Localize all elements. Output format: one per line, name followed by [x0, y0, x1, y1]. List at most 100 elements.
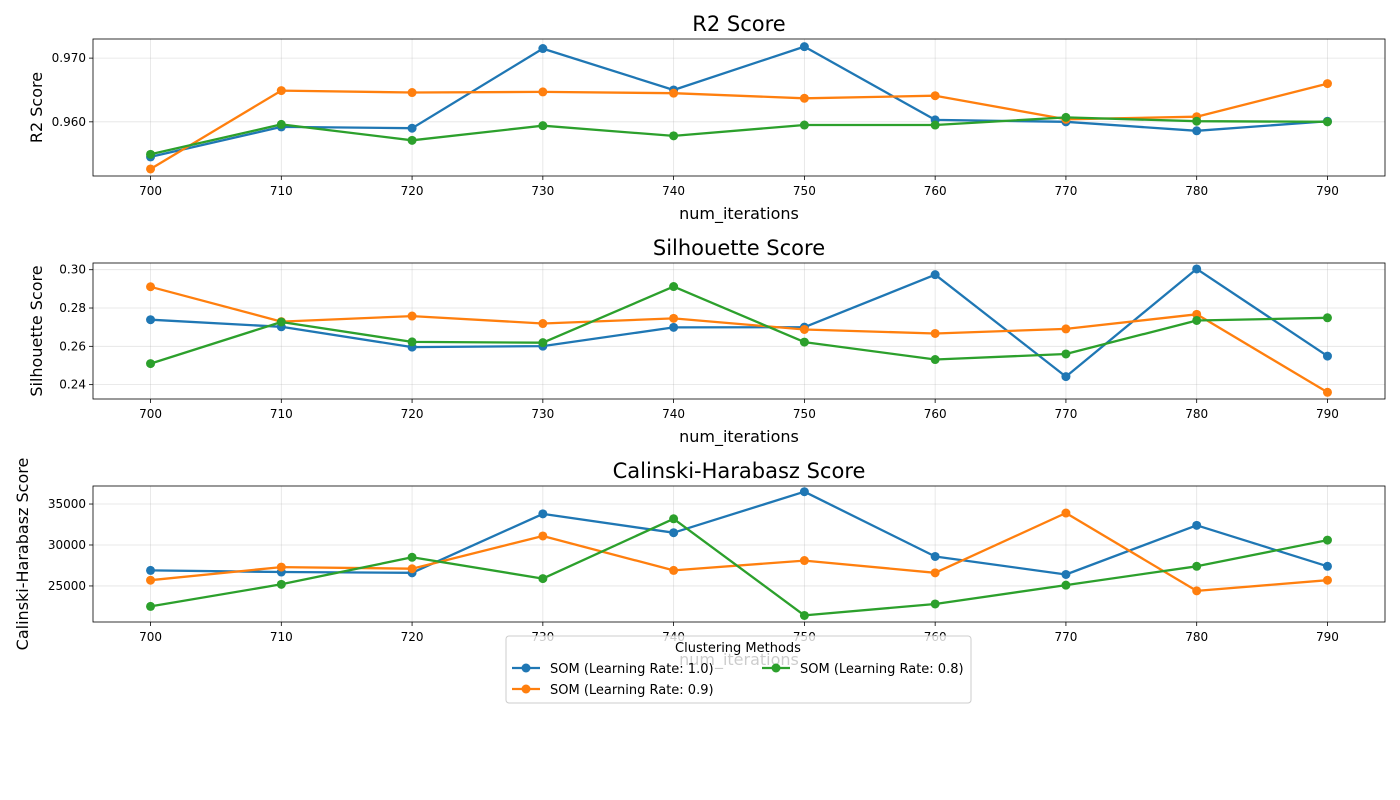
data-point	[146, 359, 156, 369]
x-tick-label: 780	[1185, 407, 1208, 421]
data-point	[799, 337, 809, 347]
data-point	[930, 551, 940, 561]
data-point	[146, 575, 156, 585]
legend-label: SOM (Learning Rate: 0.8)	[800, 662, 964, 677]
data-point	[799, 324, 809, 334]
x-tick-label: 710	[270, 407, 293, 421]
y-tick-label: 0.30	[59, 263, 86, 277]
chart-title: Calinski-Harabasz Score	[613, 459, 866, 483]
legend-entry-3: SOM (Learning Rate: 0.8)	[762, 662, 964, 677]
data-point	[276, 579, 286, 589]
data-point	[930, 270, 940, 280]
legend-swatch-marker	[521, 684, 531, 694]
x-tick-label: 700	[139, 407, 162, 421]
x-tick-label: 760	[924, 184, 947, 198]
data-point	[799, 120, 809, 130]
data-point	[1322, 117, 1332, 127]
x-tick-label: 700	[139, 630, 162, 644]
y-tick-label: 35000	[48, 497, 86, 511]
y-tick-label: 0.28	[59, 301, 86, 315]
data-point	[1061, 569, 1071, 579]
data-point	[930, 328, 940, 338]
data-point	[146, 149, 156, 159]
data-point	[1061, 508, 1071, 518]
data-point	[669, 131, 679, 141]
data-point	[1322, 535, 1332, 545]
x-tick-label: 770	[1054, 407, 1077, 421]
y-axis-label: Silhouette Score	[27, 265, 46, 396]
data-point	[930, 568, 940, 578]
data-point	[1192, 116, 1202, 126]
data-point	[1322, 79, 1332, 89]
x-tick-label: 750	[793, 184, 816, 198]
series-line-3	[150, 285, 1328, 365]
data-point	[669, 514, 679, 524]
y-axis-label: R2 Score	[27, 72, 46, 143]
chart-title: R2 Score	[692, 12, 785, 36]
x-axis-label: num_iterations	[679, 427, 799, 447]
data-point	[407, 564, 417, 574]
data-point	[146, 164, 156, 174]
data-point	[276, 317, 286, 327]
data-point	[1322, 561, 1332, 571]
series-line-3	[150, 116, 1328, 156]
data-point	[1061, 112, 1071, 122]
x-tick-label: 720	[401, 184, 424, 198]
data-point	[799, 610, 809, 620]
x-tick-label: 770	[1054, 630, 1077, 644]
data-point	[799, 93, 809, 103]
legend-label: SOM (Learning Rate: 0.9)	[550, 683, 714, 698]
x-tick-label: 770	[1054, 184, 1077, 198]
data-point	[146, 282, 156, 292]
data-point	[669, 313, 679, 323]
chart-panel-1: 700 710 720 730 740 750 760 770 780 790 0.960 0.970…	[27, 12, 1386, 224]
data-point	[1192, 126, 1202, 136]
y-tick-label: 25000	[48, 579, 86, 593]
x-tick-label: 700	[139, 184, 162, 198]
data-point	[669, 322, 679, 332]
x-tick-label: 740	[662, 407, 685, 421]
y-tick-label: 0.970	[52, 51, 86, 65]
series-line-2	[150, 511, 1328, 593]
series-line-3	[150, 517, 1328, 617]
data-point	[1322, 351, 1332, 361]
legend-entry-2: SOM (Learning Rate: 0.9)	[512, 683, 714, 698]
data-point	[1192, 315, 1202, 325]
data-point	[407, 135, 417, 145]
data-point	[146, 601, 156, 611]
x-axis-label: num_iterations	[679, 204, 799, 224]
data-point	[669, 565, 679, 575]
legend-box	[505, 635, 972, 704]
legend-swatch-marker	[521, 663, 531, 673]
series-line-1	[150, 490, 1328, 576]
data-point	[1192, 586, 1202, 596]
data-point	[538, 509, 548, 519]
data-point	[538, 574, 548, 584]
data-point	[1192, 520, 1202, 530]
legend: Clustering Methods SOM (Learning Rate: 1…	[505, 635, 972, 704]
y-axis-label: Calinski-Harabasz Score	[13, 458, 32, 651]
data-point	[1322, 387, 1332, 397]
plot-frame	[92, 485, 1386, 623]
legend-entry-1: SOM (Learning Rate: 1.0)	[512, 662, 714, 677]
data-point	[538, 531, 548, 541]
data-point	[669, 528, 679, 538]
x-tick-label: 790	[1316, 630, 1339, 644]
data-point	[930, 355, 940, 365]
y-tick-label: 0.960	[52, 115, 86, 129]
data-point	[1061, 324, 1071, 334]
legend-title: Clustering Methods	[675, 641, 801, 656]
x-tick-label: 710	[270, 184, 293, 198]
y-tick-label: 30000	[48, 538, 86, 552]
data-point	[538, 44, 548, 54]
x-tick-label: 790	[1316, 184, 1339, 198]
x-tick-label: 720	[401, 630, 424, 644]
data-point	[799, 42, 809, 52]
data-point	[799, 556, 809, 566]
x-tick-label: 780	[1185, 630, 1208, 644]
data-point	[1061, 349, 1071, 359]
x-tick-label: 780	[1185, 184, 1208, 198]
data-point	[276, 86, 286, 96]
legend-entries: SOM (Learning Rate: 1.0) SOM (Learning Ra…	[512, 662, 964, 698]
chart-panel-3: 7007107207307407507607707807902500030000…	[13, 458, 1386, 670]
